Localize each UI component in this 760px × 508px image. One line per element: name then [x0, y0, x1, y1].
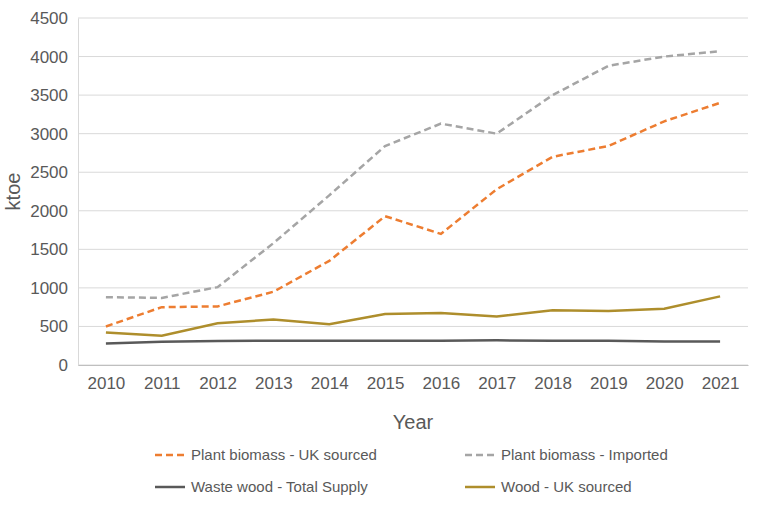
y-tick: 3500: [30, 86, 78, 105]
x-tick-label: 2011: [144, 374, 181, 393]
plot-area: 0 500 1000 1500 2000 2500 3000 3500 4000 4500 2010…: [30, 9, 748, 393]
legend-label: Waste wood - Total Supply: [191, 478, 368, 495]
x-tick: 2010: [88, 365, 126, 393]
x-tick-label: 2016: [423, 374, 461, 393]
y-tick: 500: [40, 317, 78, 336]
series-group: [106, 51, 720, 343]
x-tick-label: 2017: [478, 374, 516, 393]
legend-label: Wood - UK sourced: [501, 478, 632, 495]
x-tick: 2011: [144, 365, 181, 393]
grid-line: [78, 133, 748, 134]
legend-swatch: [465, 486, 495, 489]
legend-swatch: [155, 486, 185, 489]
y-tick: 1000: [30, 279, 78, 298]
legend-label: Plant biomass - UK sourced: [191, 446, 377, 463]
legend-item: Plant biomass - Imported: [465, 446, 668, 463]
x-axis-line: [79, 365, 749, 366]
y-tick-label: 0: [59, 356, 68, 375]
grid-line: [78, 210, 748, 211]
grid-line: [78, 287, 748, 288]
y-tick: 3000: [30, 125, 78, 144]
series-line: [106, 103, 720, 327]
x-tick-label: 2015: [367, 374, 405, 393]
series-line: [106, 51, 720, 298]
y-tick: 1500: [30, 240, 78, 259]
y-axis-line: [78, 19, 79, 366]
grid-line: [78, 56, 748, 57]
grid-line: [78, 249, 748, 250]
chart: 0 500 1000 1500 2000 2500 3000 3500 4000 4500 2010…: [0, 0, 760, 508]
y-axis-title: ktoe: [2, 173, 24, 211]
x-tick-label: 2012: [199, 374, 237, 393]
x-tick: 2018: [534, 365, 572, 393]
grid-line: [78, 326, 748, 327]
x-tick-label: 2014: [311, 374, 349, 393]
legend-swatch: [155, 454, 185, 457]
y-tick-label: 500: [40, 317, 68, 336]
y-tick: 2500: [30, 163, 78, 182]
legend-item: Plant biomass - UK sourced: [155, 446, 377, 463]
grid-line: [78, 18, 748, 19]
x-tick: 2015: [367, 365, 405, 393]
grid: [78, 18, 748, 365]
x-tick: 2020: [646, 365, 684, 393]
x-axis-title: Year: [393, 411, 434, 433]
x-tick: 2013: [255, 365, 293, 393]
x-tick-label: 2013: [255, 374, 293, 393]
y-tick-label: 1500: [30, 240, 68, 259]
y-tick: 2000: [30, 202, 78, 221]
y-tick-label: 4000: [30, 47, 68, 66]
legend-item: Waste wood - Total Supply: [155, 478, 368, 495]
series-line: [106, 340, 720, 343]
x-tick: 2012: [199, 365, 237, 393]
grid-line: [78, 95, 748, 96]
y-tick-label: 2000: [30, 202, 68, 221]
x-tick: 2019: [590, 365, 628, 393]
y-tick-label: 4500: [30, 9, 68, 28]
y-tick-label: 2500: [30, 163, 68, 182]
series-line: [106, 296, 720, 335]
y-tick: 4000: [30, 47, 78, 66]
legend-swatch: [465, 454, 495, 457]
y-tick: 0: [59, 356, 78, 375]
legend: Plant biomass - UK sourced Plant biomass …: [155, 446, 668, 495]
grid-line: [78, 365, 748, 366]
legend-label: Plant biomass - Imported: [501, 446, 668, 463]
x-tick-label: 2021: [702, 374, 740, 393]
y-axis: 0 500 1000 1500 2000 2500 3000 3500 4000 4500: [30, 9, 78, 375]
grid-line: [78, 172, 748, 173]
y-tick-label: 3500: [30, 86, 68, 105]
x-tick-label: 2020: [646, 374, 684, 393]
legend-item: Wood - UK sourced: [465, 478, 632, 495]
x-tick: 2016: [423, 365, 461, 393]
x-tick: 2017: [478, 365, 516, 393]
x-tick-label: 2018: [534, 374, 572, 393]
y-tick: 4500: [30, 9, 78, 28]
x-tick: 2014: [311, 365, 349, 393]
x-tick: 2021: [702, 365, 740, 393]
x-tick-label: 2010: [88, 374, 126, 393]
x-axis: 2010 2011 2012 2013 2014 2015 2016 2017 2018 2019…: [79, 365, 749, 393]
y-tick-label: 1000: [30, 279, 68, 298]
x-tick-label: 2019: [590, 374, 628, 393]
y-tick-label: 3000: [30, 125, 68, 144]
